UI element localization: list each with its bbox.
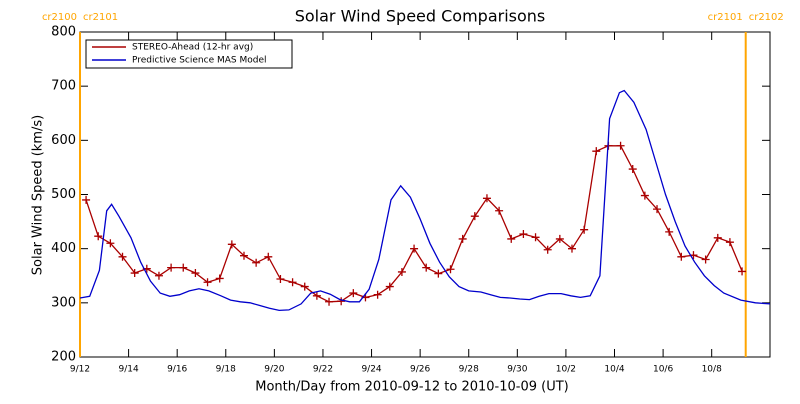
x-axis-label: Month/Day from 2010-09-12 to 2010-10-09 …: [255, 380, 568, 395]
data-point: [373, 290, 382, 299]
x-tick-label: 9/22: [313, 365, 333, 375]
x-tick-label: 9/20: [264, 365, 284, 375]
x-tick-label: 9/16: [167, 365, 187, 375]
legend-label: Predictive Science MAS Model: [132, 56, 267, 66]
data-point: [665, 227, 674, 236]
data-point: [167, 263, 176, 272]
x-tick-label: 9/28: [459, 365, 479, 375]
carrington-label: cr2101: [83, 12, 118, 23]
data-point: [106, 239, 115, 248]
data-point: [191, 269, 200, 278]
y-tick-label: 600: [51, 133, 76, 148]
data-point: [677, 252, 686, 261]
data-point: [738, 267, 747, 276]
data-point: [580, 225, 589, 234]
data-point: [312, 291, 321, 300]
y-tick-label: 500: [51, 187, 76, 202]
data-point: [653, 205, 662, 214]
y-tick-label: 200: [51, 350, 76, 365]
data-point: [154, 271, 163, 280]
data-point: [227, 240, 236, 249]
data-point: [713, 233, 722, 242]
data-point: [239, 251, 248, 260]
legend-label: STEREO-Ahead (12-hr avg): [132, 43, 253, 53]
data-point: [628, 165, 637, 174]
data-point: [422, 263, 431, 272]
data-point: [300, 282, 309, 291]
x-tick-label: 10/4: [604, 365, 624, 375]
x-tick-label: 10/6: [653, 365, 673, 375]
chart-title: Solar Wind Speed Comparisons: [295, 7, 546, 26]
data-point: [616, 141, 625, 150]
data-point: [543, 245, 552, 254]
data-point: [288, 278, 297, 287]
data-point: [482, 194, 491, 203]
data-point: [434, 269, 443, 278]
data-point: [82, 195, 91, 204]
legend-box: [85, 39, 293, 69]
data-point: [410, 244, 419, 253]
data-point: [640, 191, 649, 200]
data-point: [276, 275, 285, 283]
data-point: [458, 234, 467, 243]
data-point: [567, 244, 576, 253]
data-point: [519, 230, 528, 239]
data-point: [397, 267, 406, 276]
data-point: [337, 297, 346, 306]
y-tick-label: 300: [51, 295, 76, 310]
data-point: [592, 147, 601, 156]
data-point: [203, 278, 212, 287]
data-point: [495, 206, 504, 215]
data-point: [325, 297, 334, 306]
y-tick-label: 400: [51, 241, 76, 256]
data-point: [215, 274, 224, 283]
x-tick-label: 9/12: [70, 365, 90, 375]
data-point: [470, 212, 479, 221]
data-point: [179, 263, 188, 272]
data-point: [94, 232, 103, 241]
data-point: [252, 258, 261, 267]
x-tick-label: 9/24: [361, 365, 381, 375]
data-point: [349, 289, 358, 298]
series-line: [79, 89, 771, 312]
data-point: [130, 269, 139, 278]
x-tick-label: 10/2: [556, 365, 576, 375]
y-axis-label: Solar Wind Speed (km/s): [31, 115, 46, 275]
data-point: [118, 252, 127, 261]
data-point: [446, 265, 455, 274]
y-tick-label: 800: [51, 25, 76, 40]
carrington-label: cr2100: [42, 12, 77, 23]
x-tick-label: 10/8: [702, 365, 722, 375]
carrington-label: cr2101: [708, 12, 743, 23]
data-point: [507, 234, 516, 243]
data-point: [531, 233, 540, 242]
x-tick-label: 9/18: [216, 365, 236, 375]
data-point: [555, 234, 564, 243]
x-tick-label: 9/30: [507, 365, 527, 375]
data-point: [725, 238, 734, 247]
carrington-label: cr2102: [749, 12, 784, 23]
data-point: [264, 252, 273, 261]
y-tick-label: 700: [51, 79, 76, 94]
x-tick-label: 9/26: [410, 365, 430, 375]
x-tick-label: 9/14: [118, 365, 138, 375]
data-point: [701, 255, 710, 264]
data-point: [385, 282, 394, 291]
